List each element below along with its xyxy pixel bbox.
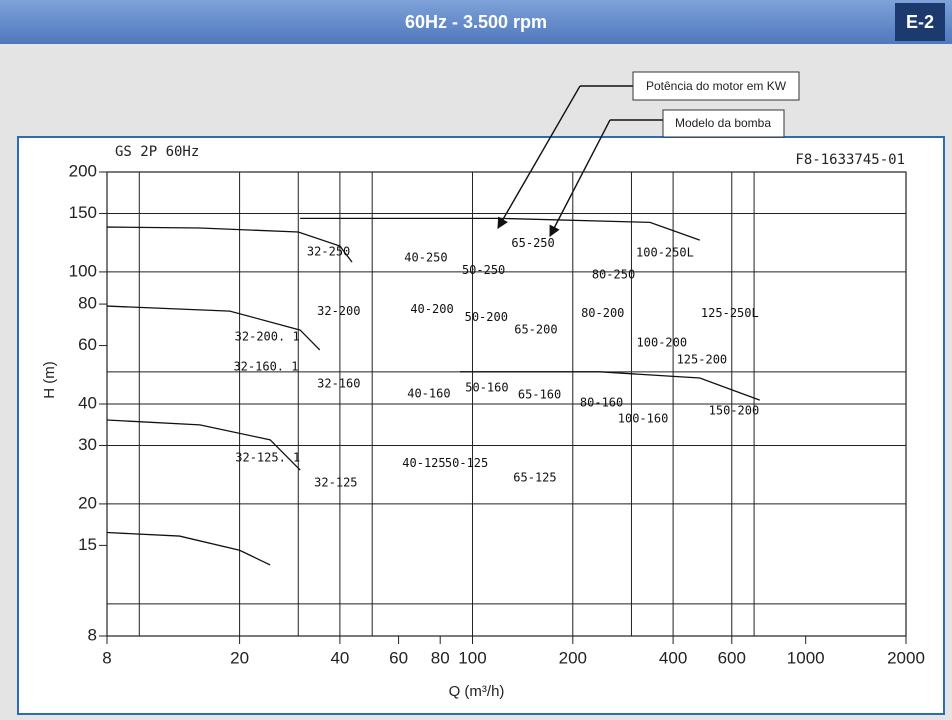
pump-model-label: 100-160 [618, 412, 669, 426]
chart-code: F8-1633745-01 [795, 152, 905, 168]
y-tick-label: 100 [69, 261, 97, 280]
y-tick-label: 20 [78, 493, 97, 512]
plot: GS 2P 60Hz F8-1633745-01 8 20 40 60 80 100 200 40… [41, 144, 925, 700]
pump-curve [300, 217, 701, 241]
callout-text: Modelo da bomba [675, 116, 771, 130]
header-title: 60Hz - 3.500 rpm [405, 12, 547, 32]
pump-model-label: 65-125 [513, 471, 556, 485]
x-tick-label: 2000 [887, 648, 925, 667]
pump-model-label: 40-125 [402, 456, 445, 470]
callout-arrow [549, 119, 611, 237]
pump-model-label: 50-200 [465, 310, 508, 324]
pump-curve [106, 226, 353, 263]
pump-model-label: 32-200. 1 [235, 330, 300, 344]
pump-model-label: 40-200 [410, 302, 453, 316]
pump-model-label: 80-160 [580, 395, 623, 409]
pump-model-label: 80-250 [592, 268, 635, 282]
pump-model-label: 50-125 [445, 456, 488, 470]
callout-text: Potência do motor em KW [646, 79, 787, 93]
pump-curve [106, 531, 271, 566]
pump-model-label: 32-250 [307, 244, 350, 258]
y-tick-label: 30 [78, 435, 97, 454]
pump-model-label: 32-160 [317, 377, 360, 391]
x-tick-label: 80 [431, 648, 450, 667]
pump-model-label: 32-125 [314, 476, 357, 490]
x-tick-label: 20 [230, 648, 249, 667]
y-tick-label: 40 [78, 393, 97, 412]
y-axis-label: H (m) [41, 361, 58, 399]
pump-model-label: 65-250 [511, 236, 554, 250]
header-bar [0, 0, 952, 44]
x-tick-label: 40 [330, 648, 349, 667]
pump-model-label: 100-200 [637, 336, 688, 350]
pump-model-label: 50-160 [465, 380, 508, 394]
callout-box [662, 109, 785, 138]
x-tick-label: 400 [659, 648, 687, 667]
x-tick-label: 200 [559, 648, 587, 667]
y-tick-label: 60 [78, 335, 97, 354]
pump-model-label: 50-250 [462, 263, 505, 277]
pump-model-label: 32-160. 1 [233, 360, 298, 374]
pump-model-label: 80-200 [581, 306, 624, 320]
x-axis-label: Q (m³/h) [449, 683, 505, 700]
y-tick-label: 8 [88, 625, 97, 644]
y-tick-label: 15 [78, 535, 97, 554]
x-tick-label: 100 [458, 648, 486, 667]
x-tick-label: 60 [389, 648, 408, 667]
pump-model-label: 150-200 [709, 404, 760, 418]
callout-arrow [497, 85, 581, 229]
y-tick-label: 200 [69, 161, 97, 180]
x-tick-label: 1000 [787, 648, 825, 667]
x-tick-label: 8 [102, 648, 111, 667]
pump-model-label: 65-160 [518, 387, 561, 401]
pump-model-label: 40-250 [404, 251, 447, 265]
callout-box [632, 71, 800, 101]
pump-model-label: 125-200 [677, 352, 728, 366]
chart-panel [17, 136, 945, 715]
x-tick-label: 600 [718, 648, 746, 667]
y-tick-label: 150 [69, 203, 97, 222]
pump-curve [106, 419, 301, 471]
chart-title: GS 2P 60Hz [115, 144, 199, 160]
pump-curve [459, 371, 760, 401]
pump-model-label: 100-250L [636, 246, 694, 260]
header-badge: E-2 [906, 12, 934, 32]
pump-model-label: 32-200 [317, 304, 360, 318]
pump-model-label: 65-200 [514, 323, 557, 337]
pump-model-label: 40-160 [407, 386, 450, 400]
pump-curve [106, 305, 321, 351]
pump-model-label: 32-125. 1 [235, 451, 300, 465]
pump-model-label: 125-250L [701, 306, 759, 320]
y-tick-label: 80 [78, 294, 97, 313]
header-badge-box [895, 3, 945, 41]
